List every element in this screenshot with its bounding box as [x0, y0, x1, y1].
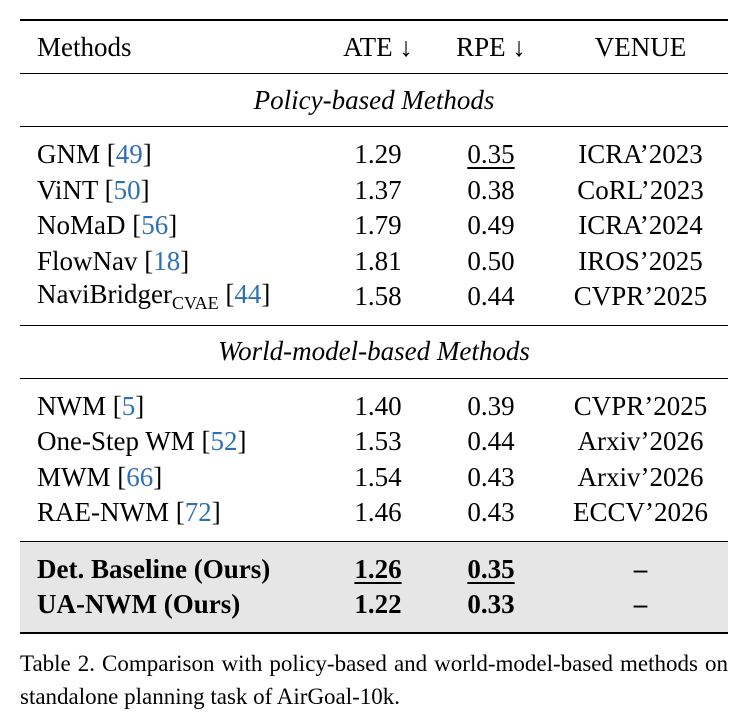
venue-value: ICRA’2023 — [578, 139, 703, 170]
citation-link[interactable]: 52 — [210, 426, 238, 457]
table-row-ours: UA-NWM (Ours) 1.22 0.33 – — [20, 586, 728, 633]
citation-link[interactable]: 18 — [153, 245, 181, 276]
section-title-world: World-model-based Methods — [218, 336, 530, 366]
method-name: FlowNav [18] — [37, 245, 190, 276]
venue-value: CVPR’2025 — [573, 390, 708, 421]
header-methods: Methods — [37, 31, 132, 62]
table-row-ours: Det. Baseline (Ours) 1.26 0.35 – — [20, 541, 728, 587]
citation-link[interactable]: 56 — [141, 210, 169, 241]
ate-value: 1.79 — [354, 210, 402, 241]
venue-value: CVPR’2025 — [573, 281, 708, 312]
rpe-value: 0.44 — [467, 281, 515, 312]
comparison-table: Methods ATE ↓ RPE ↓ VENUE Policy-based M… — [20, 19, 728, 634]
method-subscript: CVAE — [171, 293, 219, 314]
rpe-value: 0.44 — [467, 426, 515, 457]
citation-link[interactable]: 50 — [113, 174, 141, 205]
ate-value: 1.58 — [354, 281, 402, 312]
rpe-value: 0.33 — [467, 588, 515, 619]
section-row-policy: Policy-based Methods — [20, 73, 728, 127]
citation-link[interactable]: 72 — [184, 497, 212, 528]
venue-value: IROS’2025 — [578, 245, 703, 276]
table-row: NWM [5] 1.40 0.39 CVPR’2025 — [20, 378, 728, 424]
ate-value: 1.54 — [354, 461, 402, 492]
rpe-value: 0.49 — [467, 210, 515, 241]
venue-value: CoRL’2023 — [577, 174, 704, 205]
venue-value: – — [633, 588, 648, 619]
table-row: MWM [66] 1.54 0.43 Arxiv’2026 — [20, 460, 728, 496]
header-rpe: RPE ↓ — [456, 31, 526, 62]
table-row: ViNT [50] 1.37 0.38 CoRL’2023 — [20, 173, 728, 209]
ate-value: 1.22 — [354, 588, 402, 619]
ate-value: 1.40 — [354, 390, 402, 421]
method-name: NoMaD [56] — [37, 210, 178, 241]
venue-value: Arxiv’2026 — [577, 461, 704, 492]
table-row: NaviBridgerCVAE [44] 1.58 0.44 CVPR’2025 — [20, 279, 728, 325]
table-row: NoMaD [56] 1.79 0.49 ICRA’2024 — [20, 208, 728, 244]
section-row-world: World-model-based Methods — [20, 325, 728, 378]
rpe-value: 0.39 — [467, 390, 515, 421]
ate-value: 1.29 — [354, 139, 402, 170]
method-name: GNM [49] — [37, 139, 152, 170]
citation-link[interactable]: 5 — [121, 390, 136, 421]
rpe-value: 0.43 — [467, 497, 515, 528]
method-name: Det. Baseline (Ours) — [37, 553, 271, 584]
rpe-value: 0.38 — [467, 174, 515, 205]
citation-link[interactable]: 49 — [115, 139, 143, 170]
citation-link[interactable]: 66 — [126, 461, 154, 492]
rpe-value: 0.35 — [467, 139, 515, 170]
venue-value: – — [633, 553, 648, 584]
method-name: NaviBridgerCVAE [44] — [37, 279, 271, 314]
table-row: FlowNav [18] 1.81 0.50 IROS’2025 — [20, 244, 728, 280]
venue-value: ECCV’2026 — [573, 497, 708, 528]
method-name: UA-NWM (Ours) — [37, 588, 241, 619]
table-row: One-Step WM [52] 1.53 0.44 Arxiv’2026 — [20, 424, 728, 460]
ate-value: 1.53 — [354, 426, 402, 457]
citation-link[interactable]: 44 — [234, 279, 262, 310]
ate-value: 1.37 — [354, 174, 402, 205]
ate-value: 1.26 — [354, 553, 402, 584]
rpe-value: 0.50 — [467, 245, 515, 276]
method-name: ViNT [50] — [37, 174, 150, 205]
method-name: NWM [5] — [37, 390, 145, 421]
method-name: MWM [66] — [37, 461, 163, 492]
section-title-policy: Policy-based Methods — [253, 84, 495, 115]
header-venue: VENUE — [594, 31, 687, 62]
venue-value: Arxiv’2026 — [577, 426, 704, 457]
rpe-value: 0.35 — [467, 553, 515, 584]
table-row: GNM [49] 1.29 0.35 ICRA’2023 — [20, 126, 728, 173]
rpe-value: 0.43 — [467, 461, 515, 492]
ate-value: 1.81 — [354, 245, 402, 276]
table-header-row: Methods ATE ↓ RPE ↓ VENUE — [20, 20, 728, 74]
ate-value: 1.46 — [354, 497, 402, 528]
method-name: One-Step WM [52] — [37, 426, 247, 457]
method-name: RAE-NWM [72] — [37, 497, 221, 528]
venue-value: ICRA’2024 — [578, 210, 703, 241]
table-caption: Table 2. Comparison with policy-based an… — [20, 651, 728, 709]
header-ate: ATE ↓ — [343, 31, 413, 62]
table-row: RAE-NWM [72] 1.46 0.43 ECCV’2026 — [20, 495, 728, 541]
